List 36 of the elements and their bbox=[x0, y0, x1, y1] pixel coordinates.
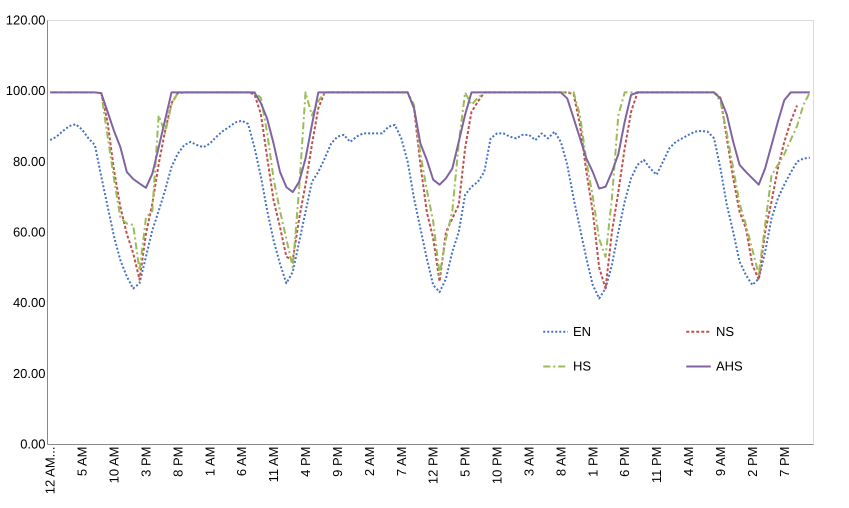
x-tick-label: 2 PM bbox=[744, 446, 760, 477]
line-series bbox=[49, 91, 811, 194]
x-tick-label: 5 AM bbox=[74, 446, 90, 476]
y-tick-label: 120.00 bbox=[6, 12, 46, 28]
y-tick-label: 0.00 bbox=[20, 436, 46, 452]
y-tick-label: 80.00 bbox=[12, 154, 46, 169]
x-tick-label: 1 PM bbox=[585, 446, 600, 477]
y-tick-label: 20.00 bbox=[12, 366, 46, 381]
x-tick-label: 2 AM bbox=[362, 446, 377, 476]
line-series bbox=[49, 120, 811, 300]
x-tick-label: 3 PM bbox=[138, 446, 154, 477]
legend-label: EN bbox=[573, 324, 592, 339]
x-tick-label: 4 AM bbox=[681, 446, 696, 476]
x-tick-label: 12 PM bbox=[426, 446, 441, 484]
x-tick-label: 7 PM bbox=[776, 446, 792, 477]
x-tick-label: 8 PM bbox=[170, 446, 186, 477]
y-tick-label: 100.00 bbox=[6, 83, 46, 98]
x-tick-label: 7 AM bbox=[394, 446, 409, 476]
legend-label: HS bbox=[573, 358, 592, 374]
y-tick-label: 40.00 bbox=[12, 295, 46, 310]
x-tick-label: 9 PM bbox=[330, 446, 345, 477]
x-tick-label: 6 PM bbox=[617, 446, 632, 477]
x-tick-label: 11 AM bbox=[266, 446, 282, 482]
x-tick-label: 10 AM bbox=[106, 446, 122, 484]
x-tick-label: 11 PM bbox=[649, 446, 664, 484]
x-tick-label: 10 PM bbox=[490, 446, 505, 484]
x-tick-label: 1 AM bbox=[202, 446, 218, 476]
x-tick-label: 4 PM bbox=[298, 446, 314, 477]
legend-label: AHS bbox=[716, 358, 744, 374]
x-tick-label: 9 AM bbox=[712, 446, 728, 476]
x-tick-label: 6 AM bbox=[234, 446, 250, 476]
x-tick-label: 3 AM bbox=[521, 446, 536, 476]
x-tick-label: 5 PM bbox=[458, 446, 473, 477]
x-tick-label: 8 AM bbox=[553, 446, 568, 476]
legend-label: NS bbox=[716, 324, 734, 339]
y-tick-label: 60.00 bbox=[12, 224, 46, 240]
